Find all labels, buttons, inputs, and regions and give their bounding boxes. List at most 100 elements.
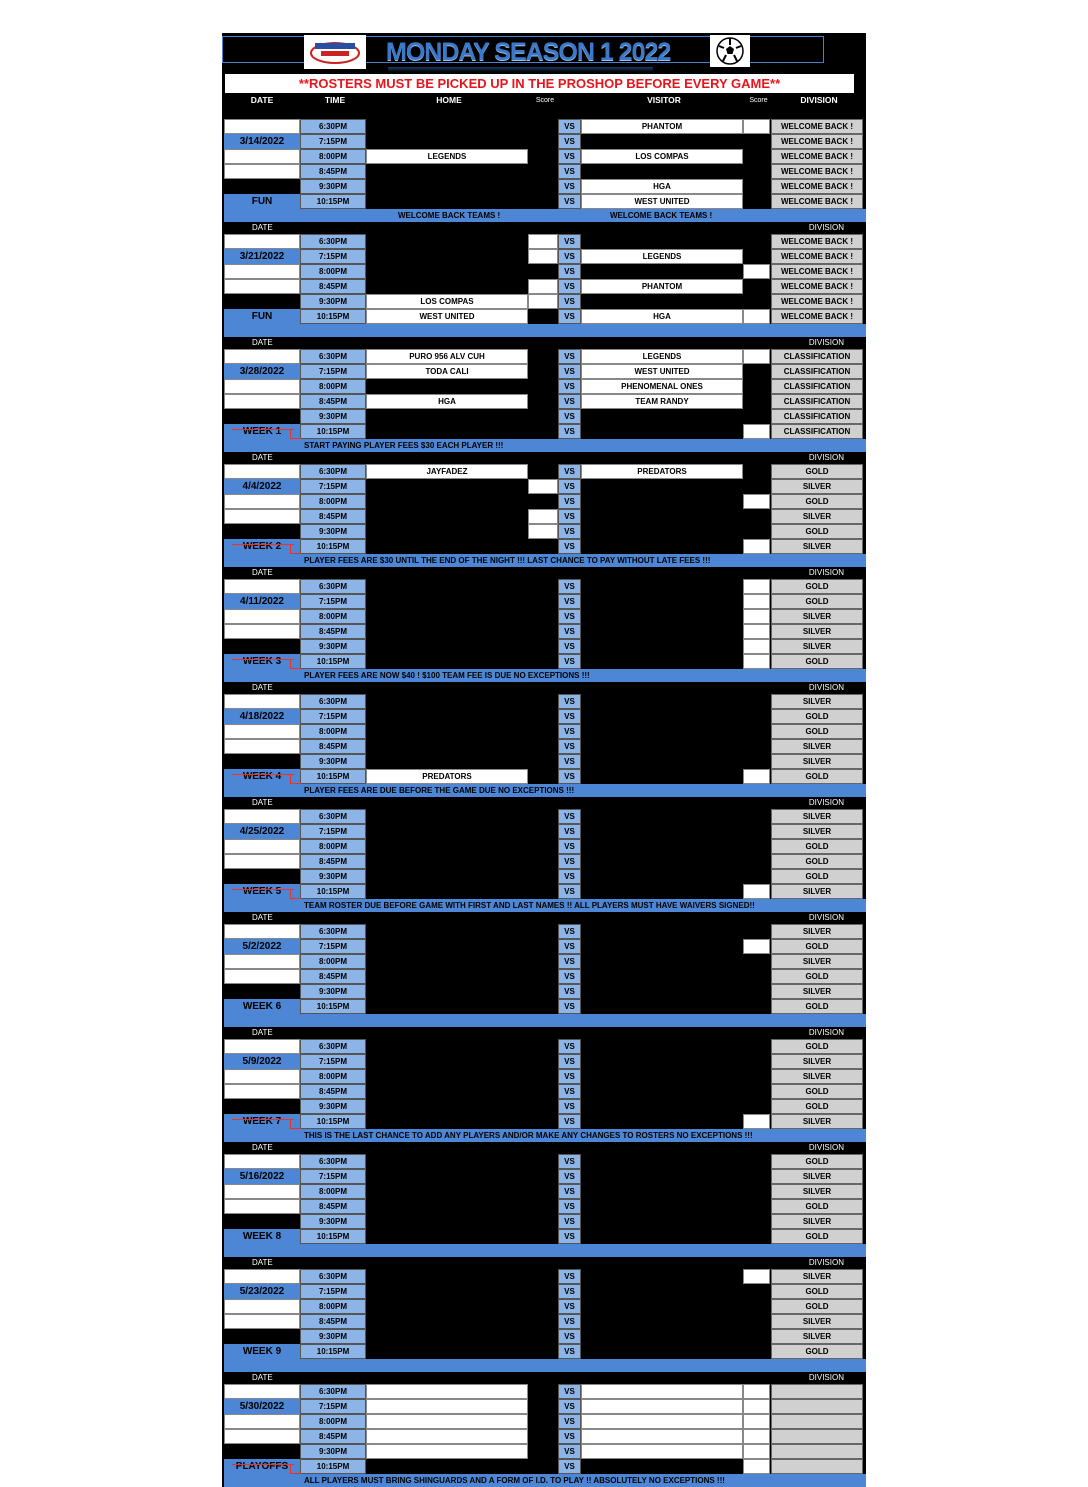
visitor-team[interactable] (581, 1384, 743, 1399)
game-row: 8:00PM VS SILVER (222, 1184, 866, 1199)
visitor-score[interactable] (743, 594, 770, 609)
visitor-team[interactable]: WEST UNITED (581, 194, 743, 209)
home-team[interactable]: JAYFADEZ (366, 464, 528, 479)
visitor-score[interactable] (743, 119, 770, 134)
home-score[interactable] (528, 479, 558, 494)
date-blank (224, 1429, 300, 1444)
date-label: DATE (252, 338, 273, 347)
visitor-score[interactable] (743, 424, 770, 439)
visitor-score[interactable] (743, 654, 770, 669)
visitor-score[interactable] (743, 624, 770, 639)
game-row: 8:45PM HGA VS TEAM RANDY CLASSIFICATION (222, 394, 866, 409)
home-team[interactable] (366, 1444, 528, 1459)
home-score[interactable] (528, 294, 558, 309)
visitor-score[interactable] (743, 769, 770, 784)
visitor-team[interactable]: PHANTOM (581, 119, 743, 134)
vs-label: VS (558, 724, 581, 739)
home-score-empty (528, 1199, 558, 1214)
visitor-team[interactable]: PHANTOM (581, 279, 743, 294)
visitor-team[interactable] (581, 1414, 743, 1429)
visitor-score[interactable] (743, 1399, 770, 1414)
visitor-score[interactable] (743, 264, 770, 279)
home-team[interactable]: PREDATORS (366, 769, 528, 784)
visitor-empty (581, 594, 743, 609)
visitor-team[interactable]: TEAM RANDY (581, 394, 743, 409)
home-score-empty (528, 309, 558, 324)
visitor-score[interactable] (743, 309, 770, 324)
visitor-score[interactable] (743, 1384, 770, 1399)
home-score-empty (528, 984, 558, 999)
game-row: 8:00PM LEGENDS VS LOS COMPAS WELCOME BACK ! (222, 149, 866, 164)
visitor-score[interactable] (743, 1429, 770, 1444)
visitor-team[interactable]: WEST UNITED (581, 364, 743, 379)
visitor-team[interactable]: HGA (581, 179, 743, 194)
home-score-empty (528, 639, 558, 654)
visitor-score[interactable] (743, 639, 770, 654)
home-team[interactable]: LOS COMPAS (366, 294, 528, 309)
visitor-team[interactable]: LEGENDS (581, 249, 743, 264)
time-cell: 10:15PM (300, 999, 366, 1014)
visitor-score[interactable] (743, 579, 770, 594)
vs-label: VS (558, 754, 581, 769)
home-score[interactable] (528, 234, 558, 249)
game-row: 8:00PM VS GOLD (222, 494, 866, 509)
visitor-score[interactable] (743, 1414, 770, 1429)
visitor-team[interactable]: LOS COMPAS (581, 149, 743, 164)
date-blank (224, 264, 300, 279)
home-team[interactable]: WEST UNITED (366, 309, 528, 324)
date-cell: 4/4/2022 (224, 479, 300, 494)
home-team[interactable]: PURO 956 ALV CUH (366, 349, 528, 364)
home-team[interactable]: TODA CALI (366, 364, 528, 379)
home-score[interactable] (528, 524, 558, 539)
home-team[interactable] (366, 1399, 528, 1414)
visitor-team[interactable]: HGA (581, 309, 743, 324)
home-team[interactable]: LEGENDS (366, 149, 528, 164)
division-cell: GOLD (771, 709, 863, 724)
visitor-score[interactable] (743, 349, 770, 364)
visitor-team[interactable] (581, 1429, 743, 1444)
time-cell: 6:30PM (300, 1384, 366, 1399)
home-score-empty (528, 264, 558, 279)
visitor-score[interactable] (743, 884, 770, 899)
home-empty (366, 1054, 528, 1069)
vs-label: VS (558, 709, 581, 724)
home-score[interactable] (528, 249, 558, 264)
division-cell (771, 1399, 863, 1414)
home-score-empty (528, 1269, 558, 1284)
home-score[interactable] (528, 509, 558, 524)
home-team[interactable] (366, 1414, 528, 1429)
division-label: DIVISION (808, 338, 844, 347)
visitor-score[interactable] (743, 609, 770, 624)
time-cell: 9:30PM (300, 1329, 366, 1344)
game-row: WEEK 5 10:15PM VS SILVER (222, 884, 866, 899)
home-team[interactable]: HGA (366, 394, 528, 409)
game-row: 9:30PM VS GOLD (222, 869, 866, 884)
visitor-score[interactable] (743, 1444, 770, 1459)
home-team[interactable] (366, 1429, 528, 1444)
visitor-team[interactable]: PREDATORS (581, 464, 743, 479)
visitor-score[interactable] (743, 1114, 770, 1129)
home-empty (366, 1154, 528, 1169)
game-row: PLAYOFFS 10:15PM VS (222, 1459, 866, 1474)
home-team[interactable] (366, 1384, 528, 1399)
visitor-team[interactable] (581, 1444, 743, 1459)
home-score[interactable] (528, 279, 558, 294)
game-row: 4/18/2022 7:15PM VS GOLD (222, 709, 866, 724)
home-score-empty (528, 809, 558, 824)
visitor-team[interactable]: PHENOMENAL ONES (581, 379, 743, 394)
visitor-score[interactable] (743, 939, 770, 954)
visitor-score-empty (743, 249, 770, 264)
time-cell: 6:30PM (300, 1269, 366, 1284)
visitor-score[interactable] (743, 1459, 770, 1474)
time-cell: 9:30PM (300, 869, 366, 884)
game-row: 4/4/2022 7:15PM VS SILVER (222, 479, 866, 494)
visitor-score[interactable] (743, 1269, 770, 1284)
visitor-team[interactable]: LEGENDS (581, 349, 743, 364)
vs-label: VS (558, 249, 581, 264)
visitor-score[interactable] (743, 539, 770, 554)
visitor-team[interactable] (581, 1399, 743, 1414)
visitor-score[interactable] (743, 494, 770, 509)
visitor-score-empty (743, 709, 770, 724)
vs-label: VS (558, 1329, 581, 1344)
date-blank (224, 234, 300, 249)
